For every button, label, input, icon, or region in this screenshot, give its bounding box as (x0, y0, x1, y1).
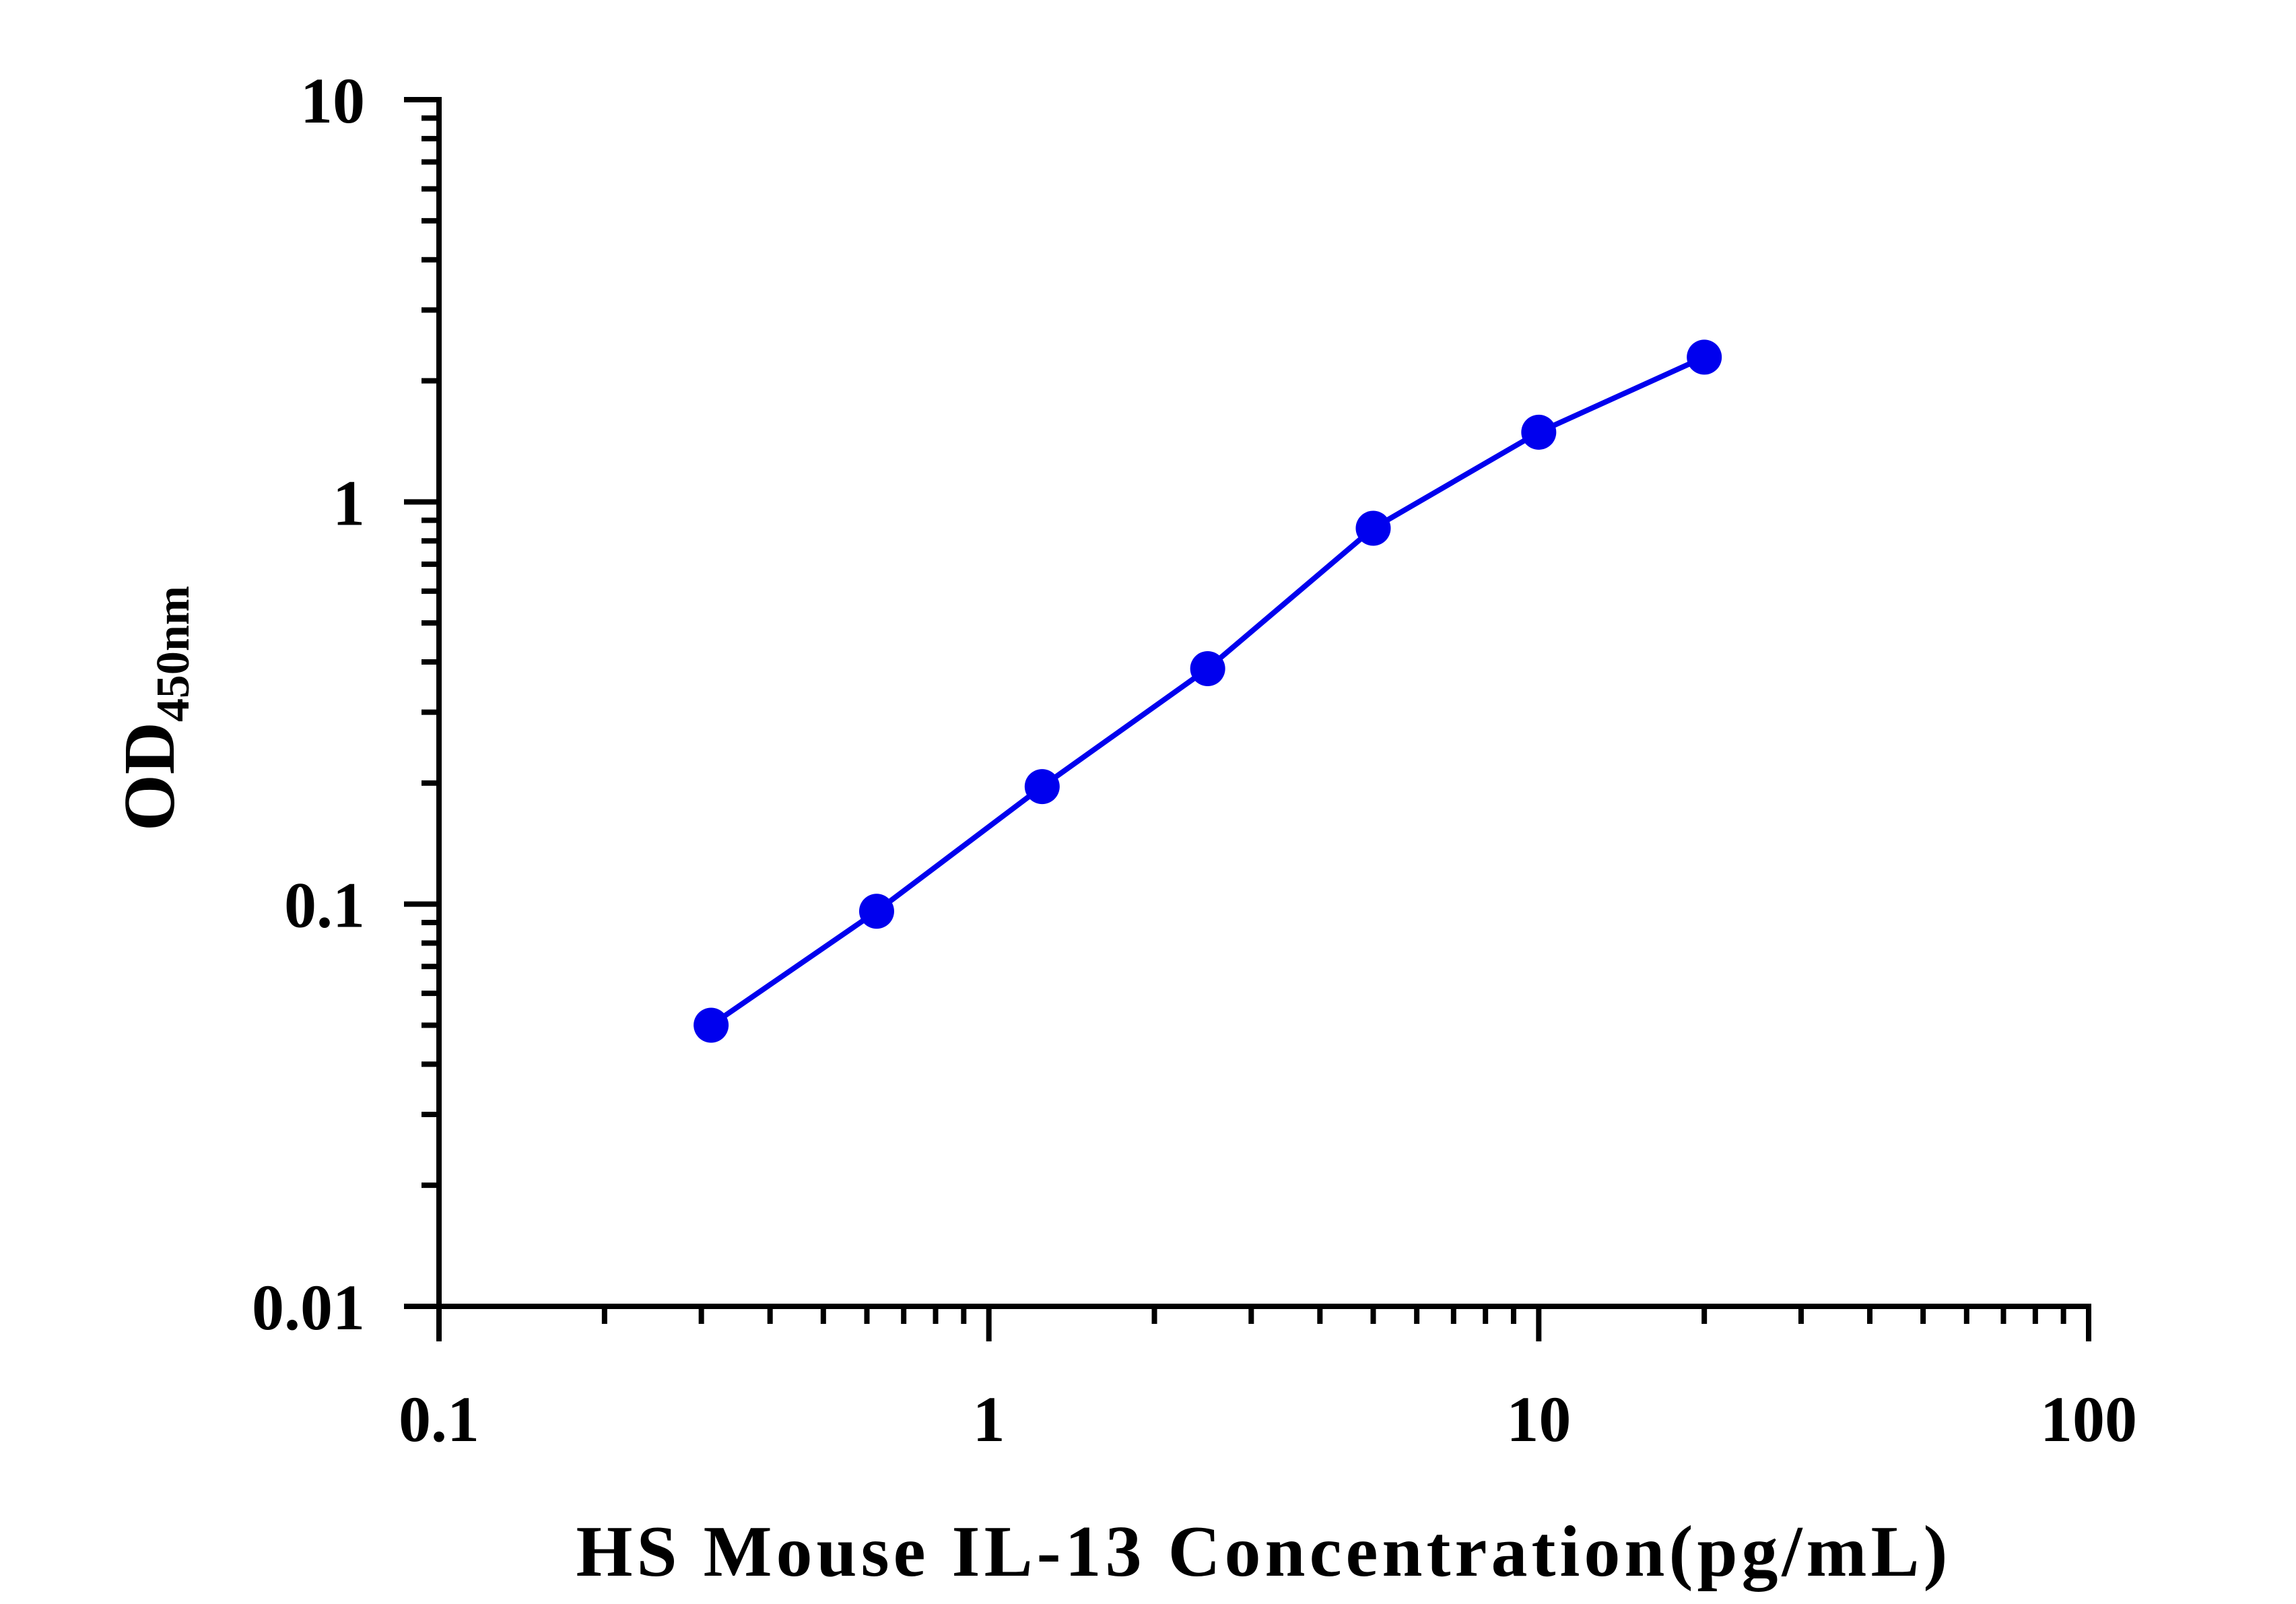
x-tick-label: 0.1 (399, 1383, 479, 1455)
y-tick-label: 10 (300, 65, 365, 137)
data-point (1521, 414, 1557, 450)
x-tick-label: 100 (2040, 1383, 2137, 1455)
y-axis-title-subscript: 450nm (147, 586, 199, 722)
y-tick-label: 0.1 (284, 869, 365, 941)
y-axis-title-main: OD (110, 722, 190, 831)
y-axis-tick-labels: 0.01 0.1 1 10 (252, 65, 365, 1343)
series-line (709, 354, 1706, 1028)
y-tick-label: 1 (333, 467, 365, 539)
data-point (1190, 650, 1225, 686)
x-tick-label: 1 (973, 1383, 1005, 1455)
y-axis-title: OD450nm (110, 586, 199, 831)
data-point (1355, 510, 1391, 546)
y-tick-label: 0.01 (252, 1271, 365, 1343)
y-axis-ticks (404, 97, 439, 1309)
series-layer (694, 339, 1722, 1043)
data-point (1687, 339, 1722, 375)
x-axis-ticks (436, 1306, 2091, 1341)
x-axis-tick-labels: 0.1 1 10 100 (399, 1383, 2137, 1455)
data-point (694, 1007, 729, 1043)
x-tick-label: 10 (1506, 1383, 1571, 1455)
data-point (1024, 769, 1060, 805)
data-point (858, 894, 894, 929)
plot-area: 0.01 0.1 1 10 0.1 1 10 100 (252, 65, 2137, 1455)
x-axis-title: HS Mouse IL-13 Concentration(pg/mL) (576, 1512, 1952, 1592)
